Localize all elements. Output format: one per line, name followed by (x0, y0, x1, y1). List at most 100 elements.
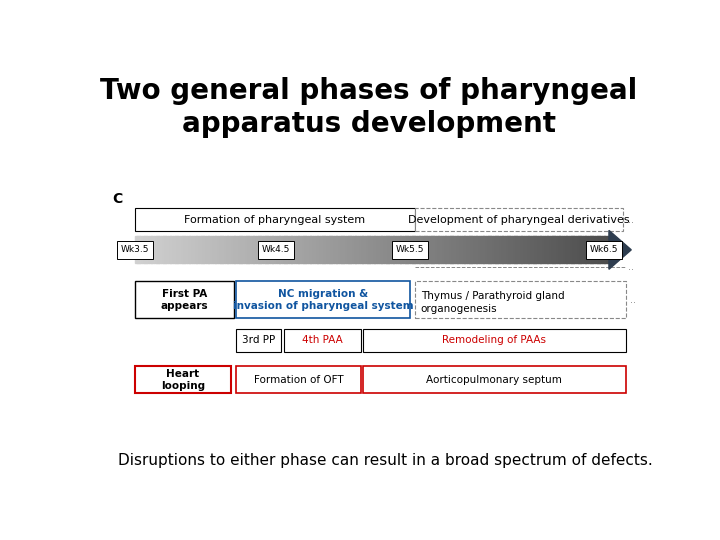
Bar (557, 237, 559, 264)
Bar (156, 237, 159, 264)
Bar (417, 237, 420, 264)
Bar (388, 237, 392, 264)
Bar (265, 237, 268, 264)
Bar (237, 237, 240, 264)
Bar (355, 237, 358, 264)
Bar (244, 237, 247, 264)
Bar (526, 237, 529, 264)
Bar (597, 237, 600, 264)
Bar (395, 237, 398, 264)
Bar (602, 237, 605, 264)
Bar (296, 237, 299, 264)
Bar (507, 237, 510, 264)
Bar (135, 237, 138, 264)
Bar (184, 237, 187, 264)
Bar (495, 237, 498, 264)
Bar (241, 237, 244, 264)
Bar (382, 237, 384, 264)
Bar (287, 237, 289, 264)
Bar (422, 237, 425, 264)
Bar (576, 237, 579, 264)
Bar (412, 237, 415, 264)
Bar (531, 237, 534, 264)
Bar (393, 237, 396, 264)
Bar (528, 237, 531, 264)
Bar (367, 237, 370, 264)
Bar (490, 237, 493, 264)
Bar (600, 237, 603, 264)
Bar (492, 237, 495, 264)
Bar (415, 281, 626, 319)
Bar (467, 237, 469, 264)
Bar (149, 237, 152, 264)
Bar (236, 281, 410, 319)
Bar (346, 237, 348, 264)
Bar (117, 241, 153, 259)
Bar (239, 237, 242, 264)
Bar (505, 237, 508, 264)
Bar (593, 237, 595, 264)
Bar (263, 237, 266, 264)
Bar (415, 208, 623, 231)
Bar (267, 237, 271, 264)
Bar (384, 237, 387, 264)
Bar (336, 237, 339, 264)
Bar (301, 237, 304, 264)
Bar (194, 237, 197, 264)
Bar (498, 237, 500, 264)
Bar (590, 237, 593, 264)
Bar (248, 237, 251, 264)
Bar (175, 237, 178, 264)
Text: 4th PAA: 4th PAA (302, 335, 343, 345)
Bar (462, 237, 465, 264)
Bar (189, 237, 192, 264)
Bar (604, 237, 607, 264)
Bar (455, 237, 458, 264)
Bar (315, 237, 318, 264)
Bar (353, 237, 356, 264)
Bar (405, 237, 408, 264)
Bar (552, 237, 555, 264)
Bar (168, 237, 171, 264)
Bar (392, 241, 428, 259)
Bar (225, 237, 228, 264)
Bar (559, 237, 562, 264)
Bar (569, 237, 572, 264)
Bar (363, 329, 626, 352)
Bar (182, 237, 185, 264)
Bar (163, 237, 166, 264)
Text: Formation of OFT: Formation of OFT (253, 375, 343, 385)
Bar (135, 366, 232, 393)
Bar (307, 237, 311, 264)
Bar (338, 237, 341, 264)
Bar (472, 237, 474, 264)
Bar (144, 237, 147, 264)
Bar (547, 237, 550, 264)
Bar (180, 237, 183, 264)
Bar (374, 237, 377, 264)
Bar (408, 237, 410, 264)
Text: Two general phases of pharyngeal
apparatus development: Two general phases of pharyngeal apparat… (100, 77, 638, 138)
Bar (343, 237, 346, 264)
Bar (360, 237, 363, 264)
Bar (377, 237, 379, 264)
Bar (588, 237, 590, 264)
Bar (562, 237, 564, 264)
Bar (488, 237, 491, 264)
Bar (272, 237, 275, 264)
Bar (186, 237, 190, 264)
Bar (192, 237, 194, 264)
Bar (543, 237, 546, 264)
Bar (536, 237, 539, 264)
Bar (426, 237, 429, 264)
Bar (457, 237, 460, 264)
Bar (153, 237, 156, 264)
Bar (213, 237, 216, 264)
Bar (448, 237, 451, 264)
Bar (391, 237, 394, 264)
Bar (282, 237, 284, 264)
Bar (220, 237, 223, 264)
Bar (351, 237, 354, 264)
Bar (523, 237, 526, 264)
Bar (514, 237, 517, 264)
